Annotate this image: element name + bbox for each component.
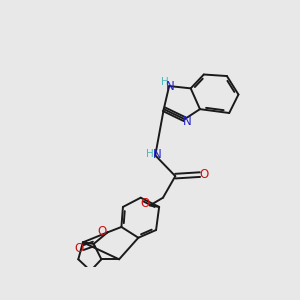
Text: N: N [166,80,174,93]
Text: N: N [182,115,191,128]
Text: N: N [153,148,162,161]
Text: O: O [200,168,209,181]
Text: H: H [161,77,168,87]
Text: O: O [98,225,107,238]
Text: H: H [146,149,153,159]
Text: O: O [140,197,149,210]
Text: O: O [74,242,83,255]
